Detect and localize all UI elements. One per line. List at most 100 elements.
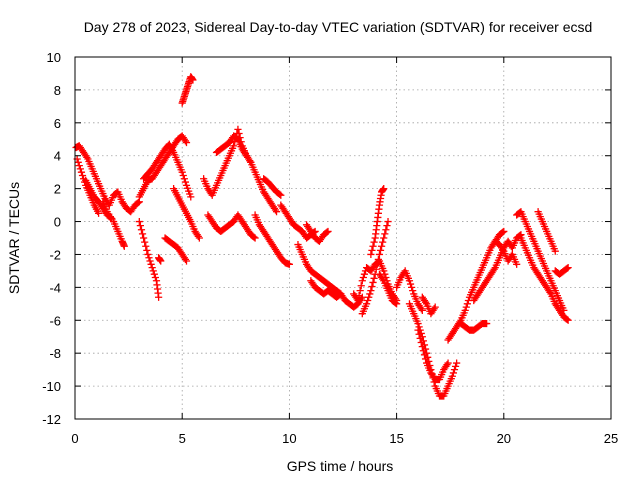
data-point bbox=[230, 142, 238, 150]
data-point bbox=[150, 270, 158, 278]
data-point bbox=[414, 326, 422, 334]
data-point bbox=[367, 250, 375, 259]
x-axis-title: GPS time / hours bbox=[287, 458, 394, 474]
data-point bbox=[405, 277, 414, 285]
data-point bbox=[242, 152, 251, 160]
data-point bbox=[499, 228, 507, 236]
data-point bbox=[417, 338, 425, 347]
data-point bbox=[187, 193, 195, 201]
data-point bbox=[181, 137, 190, 145]
data-point bbox=[370, 238, 378, 246]
data-point bbox=[483, 319, 491, 328]
data-point bbox=[146, 257, 154, 265]
data-point bbox=[323, 228, 331, 236]
data-point bbox=[144, 250, 152, 259]
data-point bbox=[421, 298, 430, 306]
y-tick-label: 8 bbox=[54, 83, 61, 98]
data-point bbox=[74, 158, 82, 166]
data-point bbox=[383, 222, 391, 230]
data-point bbox=[415, 330, 423, 338]
data-point bbox=[272, 208, 281, 216]
data-point bbox=[241, 150, 250, 158]
data-point bbox=[138, 230, 147, 238]
data-point bbox=[461, 306, 469, 314]
y-tick-label: -4 bbox=[49, 280, 61, 295]
data-point bbox=[336, 291, 344, 299]
data-point bbox=[277, 191, 285, 199]
data-point bbox=[337, 290, 345, 298]
data-point bbox=[147, 260, 155, 268]
data-point bbox=[194, 232, 202, 240]
data-point bbox=[416, 334, 424, 342]
x-tick-label: 15 bbox=[389, 431, 403, 446]
data-point bbox=[179, 171, 187, 180]
data-point bbox=[250, 233, 258, 241]
data-point bbox=[418, 306, 426, 314]
data-point bbox=[135, 217, 143, 226]
data-point bbox=[564, 316, 572, 324]
data-point bbox=[359, 273, 367, 282]
data-point bbox=[415, 323, 423, 331]
data-point bbox=[182, 257, 191, 265]
data-point bbox=[409, 287, 417, 295]
y-tick-label: 2 bbox=[54, 182, 61, 197]
data-point bbox=[462, 303, 470, 311]
data-point bbox=[141, 238, 149, 246]
data-point bbox=[182, 138, 191, 147]
axis-ticks bbox=[74, 56, 612, 420]
data-point bbox=[374, 255, 382, 263]
data-point bbox=[134, 199, 142, 207]
data-point bbox=[379, 275, 387, 283]
y-tick-label: -2 bbox=[49, 247, 61, 262]
x-tick-labels: 0 5 10 15 20 25 bbox=[71, 431, 618, 446]
data-point bbox=[450, 366, 459, 374]
data-point bbox=[149, 267, 157, 275]
data-point bbox=[513, 260, 521, 268]
data-point bbox=[546, 288, 554, 296]
data-point bbox=[285, 260, 293, 268]
data-point bbox=[140, 234, 148, 242]
data-point bbox=[563, 315, 571, 324]
data-point bbox=[83, 153, 91, 161]
data-point bbox=[444, 359, 452, 367]
data-point bbox=[145, 254, 153, 262]
y-tick-label: -10 bbox=[42, 379, 61, 394]
x-tick-label: 5 bbox=[179, 431, 186, 446]
data-point bbox=[155, 293, 163, 301]
data-point bbox=[414, 319, 422, 328]
x-tick-label: 10 bbox=[282, 431, 296, 446]
data-point bbox=[77, 168, 86, 176]
data-point bbox=[94, 209, 103, 217]
data-point bbox=[372, 265, 380, 273]
data-point bbox=[181, 178, 190, 186]
y-tick-label: 0 bbox=[54, 215, 61, 230]
data-point bbox=[355, 291, 363, 300]
data-point bbox=[370, 274, 378, 282]
data-point bbox=[76, 165, 84, 173]
data-point bbox=[366, 290, 374, 298]
data-point bbox=[357, 282, 365, 290]
y-tick-labels: -12 -10 -8 -6 -4 -2 0 2 4 6 8 10 bbox=[42, 50, 61, 427]
x-tick-label: 25 bbox=[604, 431, 618, 446]
data-point bbox=[406, 280, 415, 288]
data-point bbox=[463, 300, 471, 308]
data-point bbox=[393, 300, 401, 308]
data-point bbox=[382, 226, 390, 234]
data-point bbox=[365, 293, 373, 301]
data-point bbox=[368, 246, 376, 254]
data-point bbox=[430, 305, 438, 313]
data-point bbox=[375, 250, 384, 259]
data-point bbox=[251, 234, 259, 242]
data-point bbox=[180, 175, 188, 183]
y-tick-label: 6 bbox=[54, 116, 61, 131]
data-point bbox=[500, 227, 508, 236]
data-point bbox=[358, 277, 366, 285]
data-point bbox=[380, 185, 388, 193]
data-point bbox=[420, 351, 429, 359]
data-point bbox=[551, 247, 559, 255]
data-point bbox=[324, 227, 332, 236]
data-point bbox=[373, 260, 381, 268]
data-point bbox=[376, 246, 385, 254]
data-point bbox=[421, 355, 430, 363]
